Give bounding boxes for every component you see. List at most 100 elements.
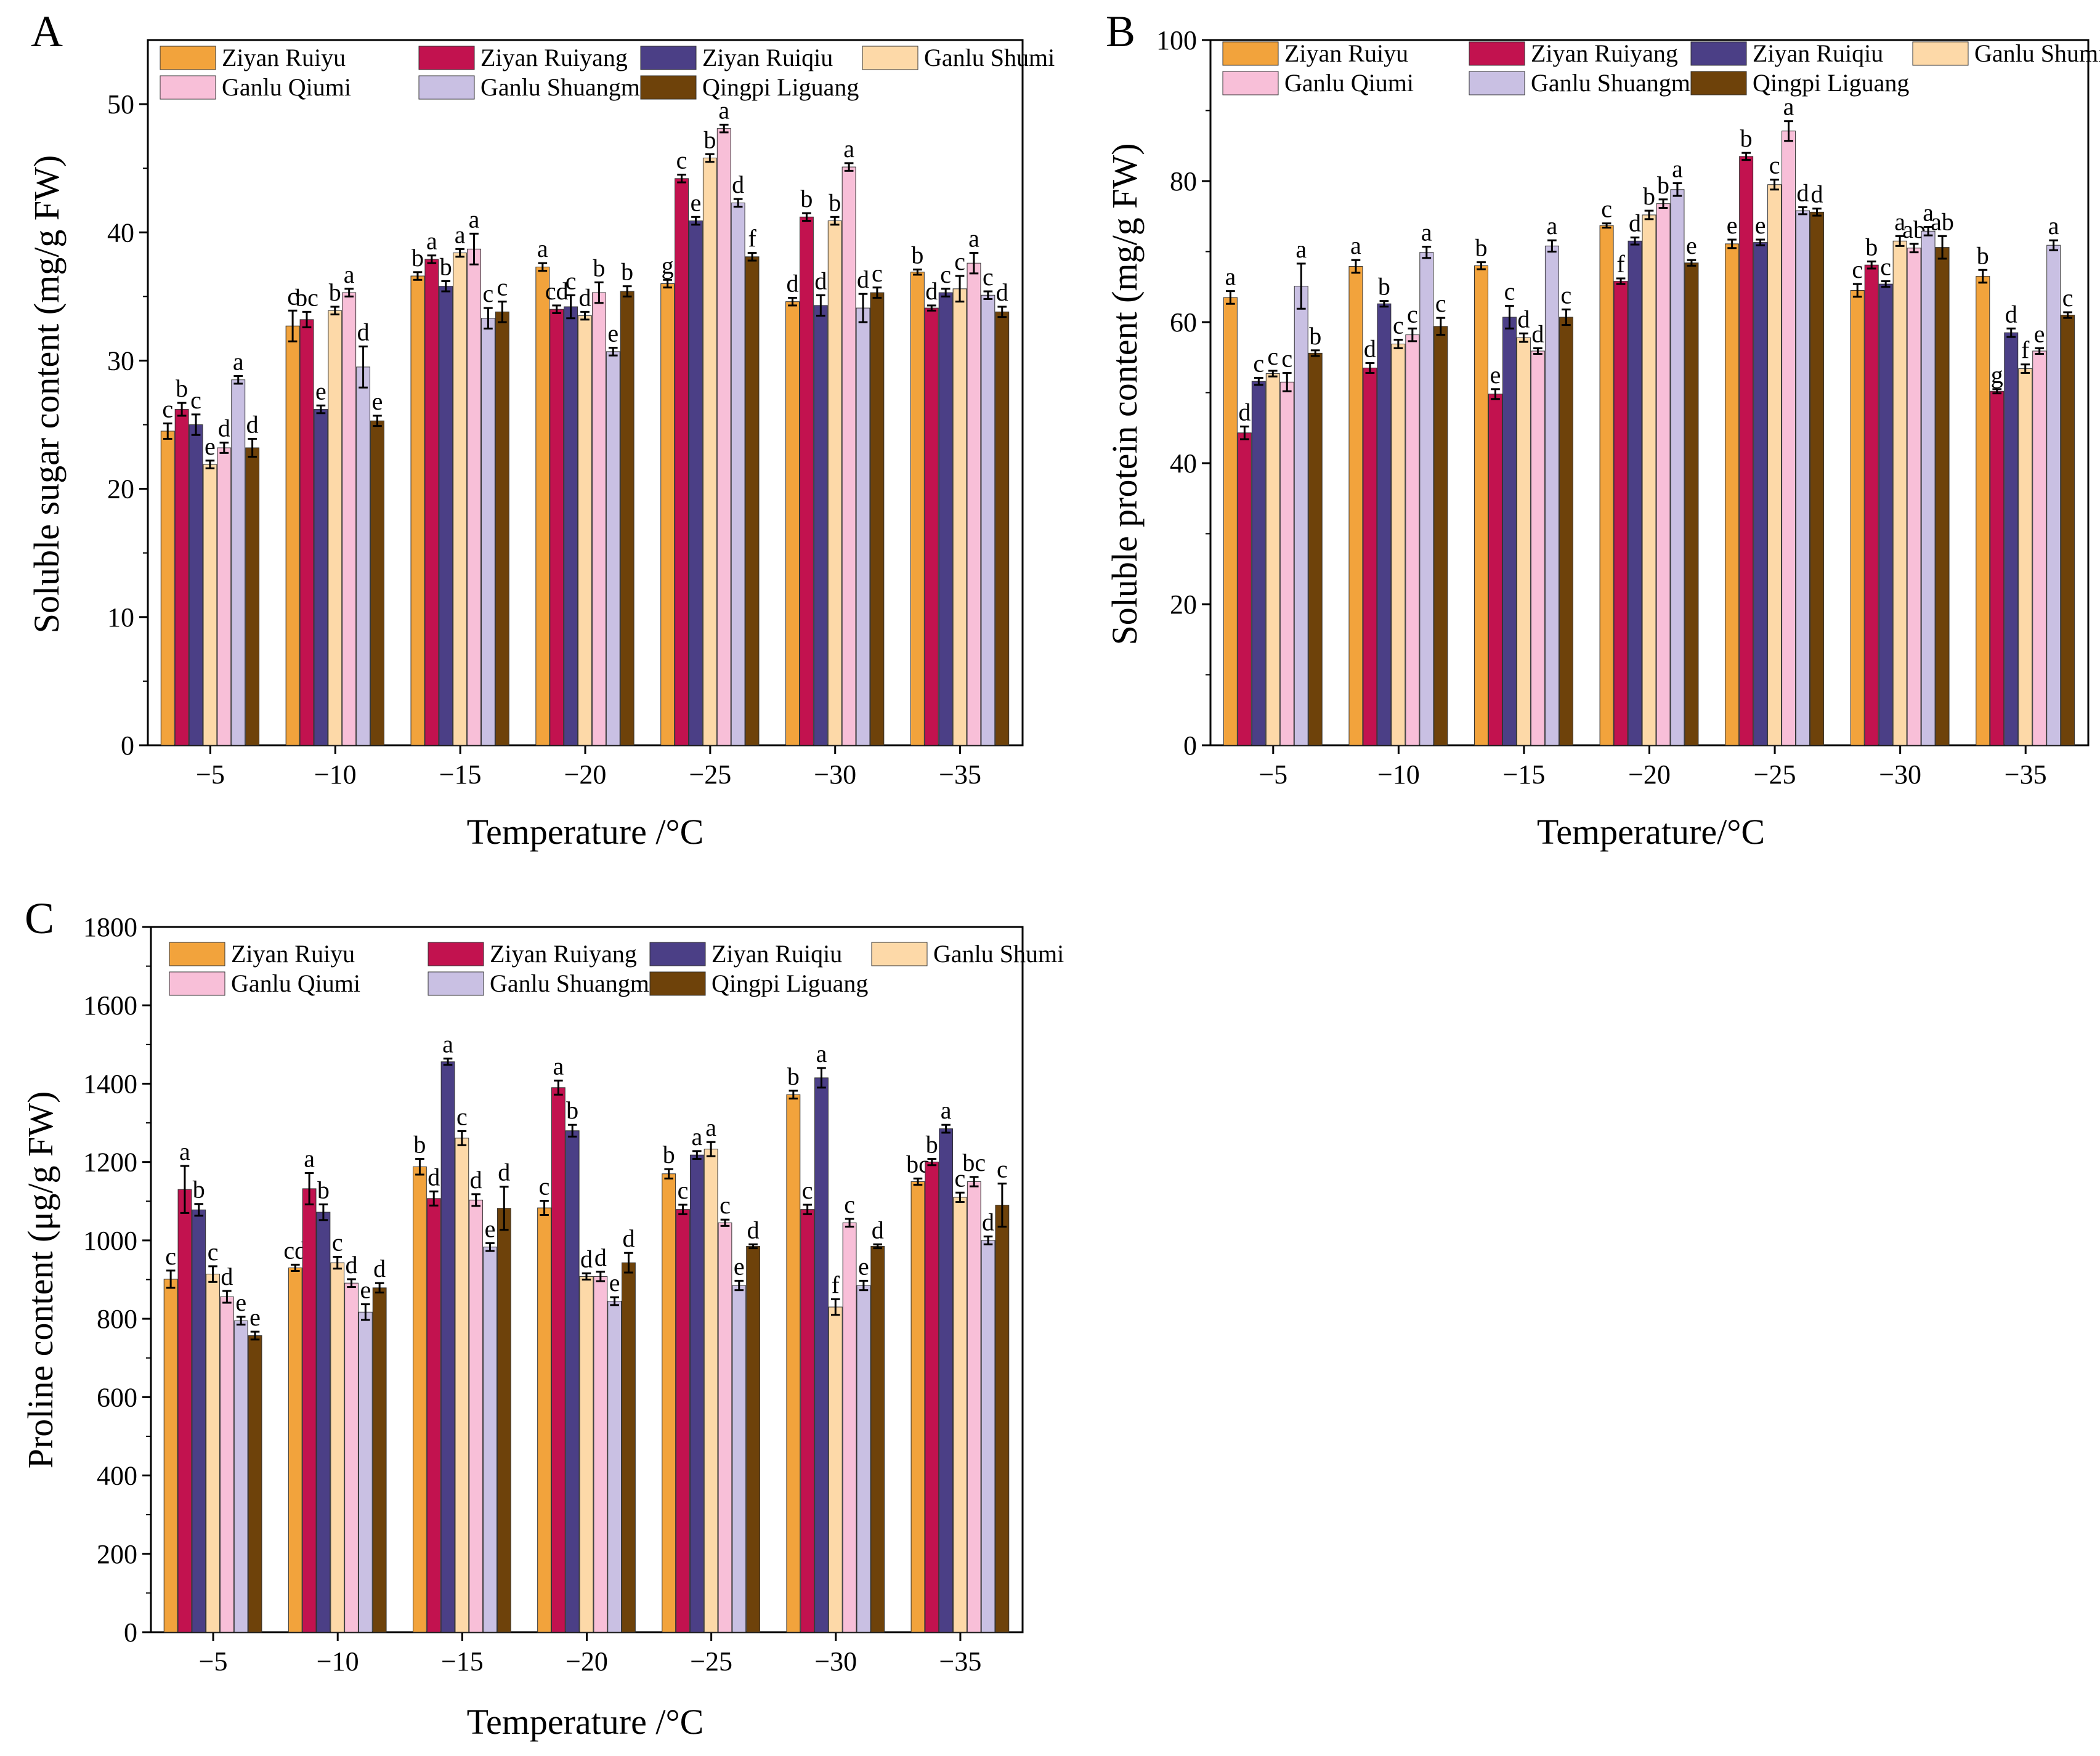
significance-letter: b — [1309, 322, 1321, 350]
significance-letter: bc — [962, 1149, 986, 1176]
legend-label: Ganlu Shumi — [924, 44, 1055, 71]
bar — [995, 1205, 1010, 1633]
y-tick-label: 1400 — [83, 1069, 137, 1099]
legend-label: Ziyan Ruiyang — [490, 940, 637, 968]
bar — [1599, 225, 1614, 746]
legend-swatch — [1222, 71, 1279, 95]
y-tick-label: 10 — [107, 602, 134, 633]
x-tick-label: −30 — [1879, 759, 1921, 790]
legend-swatch — [1222, 41, 1279, 66]
bar — [1767, 184, 1782, 746]
x-tick-label: −5 — [1259, 759, 1287, 790]
bar — [177, 1189, 192, 1633]
significance-letter: c — [720, 1191, 731, 1219]
bar — [565, 1130, 580, 1633]
bar — [551, 1087, 566, 1633]
bar — [1628, 240, 1642, 746]
y-tick-label: 600 — [97, 1382, 137, 1412]
bar — [217, 447, 232, 746]
bar — [856, 1285, 871, 1633]
significance-letter: c — [872, 259, 883, 287]
significance-letter: d — [1531, 320, 1544, 347]
bar — [593, 1276, 608, 1633]
significance-letter: a — [304, 1144, 315, 1172]
y-tick-label: 40 — [1170, 448, 1197, 479]
significance-letter: e — [249, 1303, 261, 1331]
significance-letter: d — [872, 1216, 884, 1244]
bar — [356, 366, 371, 746]
bar — [910, 272, 925, 746]
bar — [731, 202, 745, 746]
significance-letter: b — [566, 1096, 578, 1124]
y-tick-label: 0 — [1183, 730, 1197, 761]
bar — [2032, 350, 2047, 746]
significance-letter: b — [911, 241, 923, 269]
bar — [622, 1262, 636, 1633]
bar — [1878, 283, 1893, 746]
significance-letter: b — [1977, 241, 1989, 269]
bar — [1753, 242, 1768, 746]
significance-letter: c — [190, 386, 201, 414]
significance-letter: e — [315, 377, 326, 405]
significance-letter: d — [925, 277, 938, 305]
significance-letter: b — [413, 1131, 426, 1159]
significance-letter: a — [1894, 208, 1905, 235]
bar — [439, 286, 453, 746]
significance-letter: b — [621, 258, 633, 286]
legend-label: Ziyan Ruiyu — [231, 940, 355, 968]
x-tick-label: −35 — [2005, 759, 2047, 790]
x-tick-label: −10 — [1377, 759, 1420, 790]
panel-b-ticks: 0 20 40 60 80 100 −5 −10 −15 −20 −25 −30 −35 — [1156, 25, 2047, 790]
bar — [424, 259, 439, 746]
y-tick-label: 400 — [97, 1461, 137, 1491]
y-tick-label: 60 — [1170, 307, 1197, 338]
significance-letter: d — [732, 171, 744, 198]
bar — [328, 310, 343, 746]
legend-label: Ziyan Ruiqiu — [702, 44, 833, 71]
bar — [163, 1279, 178, 1633]
legend-label: Ziyan Ruiqiu — [1753, 39, 1883, 67]
bar — [1796, 210, 1810, 746]
panel-c-y-axis-title: Proline content (μg/g FW) — [20, 1091, 60, 1469]
significance-letter: a — [941, 1096, 952, 1124]
significance-letter: a — [843, 135, 854, 163]
significance-letter: a — [553, 1052, 564, 1080]
bar — [302, 1188, 317, 1633]
significance-letter: d — [996, 278, 1008, 306]
bar — [1433, 326, 1448, 746]
y-tick-label: 0 — [121, 730, 134, 761]
bar — [1670, 189, 1685, 746]
legend-label: Ziyan Ruiqiu — [711, 940, 842, 968]
significance-letter: d — [857, 265, 869, 293]
bar — [1391, 343, 1406, 746]
significance-letter: a — [426, 227, 437, 255]
significance-letter: a — [1295, 235, 1307, 263]
significance-letter: c — [497, 273, 508, 301]
significance-letter: a — [344, 261, 355, 288]
significance-letter: bc — [295, 283, 318, 311]
legend-label: Ganlu Qiumi — [1284, 69, 1414, 97]
significance-letter: c — [162, 395, 173, 423]
bar — [1279, 381, 1294, 746]
significance-letter: e — [1755, 211, 1766, 239]
legend-label: Ziyan Ruiyu — [1284, 39, 1408, 67]
significance-letter: f — [2021, 336, 2030, 364]
bar — [814, 1077, 829, 1633]
significance-letter: a — [705, 1114, 716, 1141]
significance-letter: d — [594, 1244, 607, 1271]
significance-letter: a — [816, 1040, 827, 1067]
bar — [607, 1300, 622, 1633]
bar — [483, 1247, 497, 1633]
legend-label: Ziyan Ruiyu — [222, 44, 346, 71]
significance-letter: c — [678, 1176, 689, 1204]
legend-swatch — [640, 75, 697, 100]
bar — [967, 262, 981, 746]
bar — [1684, 262, 1699, 746]
bar — [1223, 297, 1238, 746]
significance-letter: b — [787, 1062, 800, 1090]
bar — [370, 420, 384, 746]
bar — [1656, 203, 1671, 746]
significance-letter: d — [1517, 305, 1530, 333]
significance-letter: b — [329, 278, 341, 306]
